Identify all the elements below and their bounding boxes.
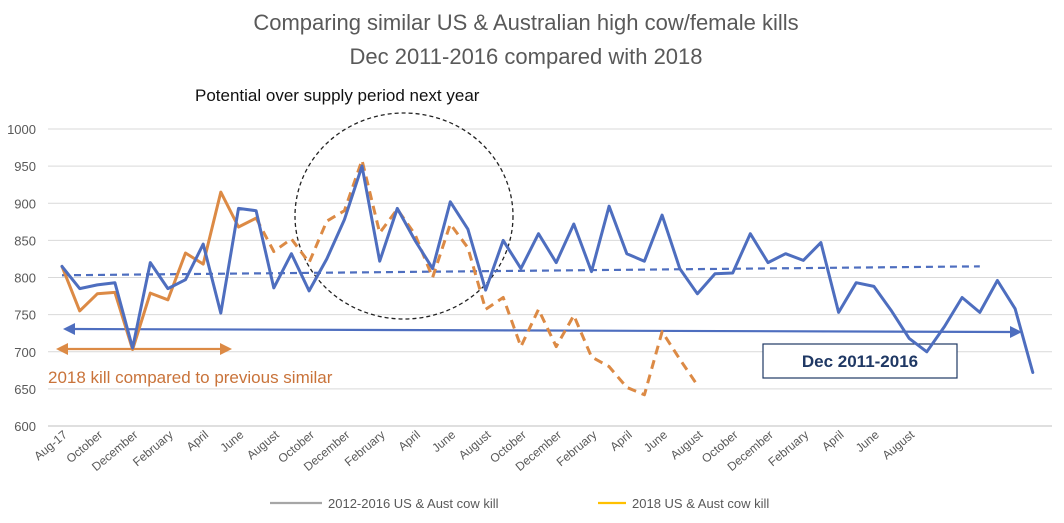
- y-tick-label: 850: [14, 233, 36, 248]
- y-tick-label: 800: [14, 271, 36, 286]
- kill-2018-label: 2018 kill compared to previous similar: [48, 368, 333, 387]
- series-line-2012-2016: [60, 164, 1035, 374]
- y-tick-label: 650: [14, 382, 36, 397]
- kill-2018-arrow-left-head: [56, 343, 68, 355]
- period-arrow-left-head: [63, 323, 75, 335]
- oversupply-label: Potential over supply period next year: [195, 86, 480, 105]
- x-tick-label: Aug-17: [31, 427, 70, 463]
- y-tick-label: 600: [14, 419, 36, 434]
- period-label: Dec 2011-2016: [802, 352, 918, 371]
- x-tick-label: April: [819, 428, 846, 454]
- y-tick-label: 900: [14, 196, 36, 211]
- period-span-arrow: [71, 327, 1013, 334]
- y-tick-label: 950: [14, 159, 36, 174]
- y-axis: 600 650 700 750 800 850 900 950 1000: [7, 122, 36, 434]
- grid: [48, 128, 1052, 390]
- chart-title-line-1: Comparing similar US & Australian high c…: [253, 10, 798, 35]
- series-line-2018-projection: [254, 158, 699, 397]
- series-line-2018: [60, 190, 258, 351]
- legend-label-2018: 2018 US & Aust cow kill: [632, 496, 769, 511]
- y-tick-label: 750: [14, 308, 36, 323]
- x-tick-label: June: [641, 427, 670, 455]
- series-layer: [60, 158, 1035, 397]
- x-tick-label: February: [130, 428, 176, 470]
- y-tick-label: 700: [14, 345, 36, 360]
- chart-title-line-2: Dec 2011-2016 compared with 2018: [349, 44, 702, 69]
- oversupply-circle: [294, 112, 514, 320]
- legend: 2012-2016 US & Aust cow kill 2018 US & A…: [270, 496, 769, 511]
- x-tick-label: April: [184, 428, 211, 454]
- x-tick-label: February: [554, 428, 600, 470]
- y-tick-label: 1000: [7, 122, 36, 137]
- period-arrow-right-head: [1010, 326, 1022, 338]
- x-tick-label: February: [765, 428, 811, 470]
- x-tick-label: June: [429, 427, 458, 455]
- trend-line: [61, 265, 980, 277]
- x-tick-label: February: [342, 428, 388, 470]
- x-tick-label: June: [217, 427, 246, 455]
- legend-label-2012-2016: 2012-2016 US & Aust cow kill: [328, 496, 499, 511]
- x-tick-label: August: [880, 427, 918, 462]
- kill-2018-arrow-right-head: [220, 343, 232, 355]
- x-tick-label: April: [607, 428, 634, 454]
- x-tick-label: April: [396, 428, 423, 454]
- x-tick-label: June: [853, 427, 882, 455]
